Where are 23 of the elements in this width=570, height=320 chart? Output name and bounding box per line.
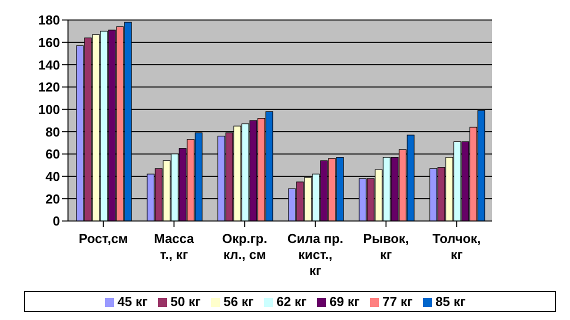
legend-label: 77 кг	[382, 294, 412, 309]
y-tick-label: 80	[46, 124, 60, 140]
y-tick-label: 0	[52, 214, 60, 229]
x-tick-label: Рывок, кг	[363, 231, 409, 262]
x-tick-label: Окр.гр. кл., см	[222, 231, 268, 262]
x-tick-label: Толчок, кг	[432, 231, 481, 262]
y-tick-label: 180	[38, 12, 60, 28]
legend-label: 45 кг	[118, 294, 148, 309]
x-tick-label: Рост,см	[78, 231, 128, 246]
legend-label: 69 кг	[330, 294, 360, 309]
y-tick-label: 120	[38, 80, 60, 95]
legend-label: 62 кг	[276, 294, 306, 309]
legend-label: 56 кг	[224, 294, 254, 309]
y-tick-label: 60	[46, 146, 60, 162]
y-tick-label: 100	[38, 102, 60, 117]
x-tick-label: Масса т., кг	[154, 231, 195, 262]
legend-label: 85 кг	[436, 294, 466, 309]
y-tick-label: 40	[46, 168, 60, 184]
y-tick-label: 160	[38, 34, 60, 50]
y-tick-label: 140	[38, 57, 60, 72]
legend-label: 50 кг	[170, 294, 200, 309]
x-tick-label: Сила пр. кист., кг	[287, 231, 344, 278]
y-tick-label: 20	[46, 191, 60, 206]
